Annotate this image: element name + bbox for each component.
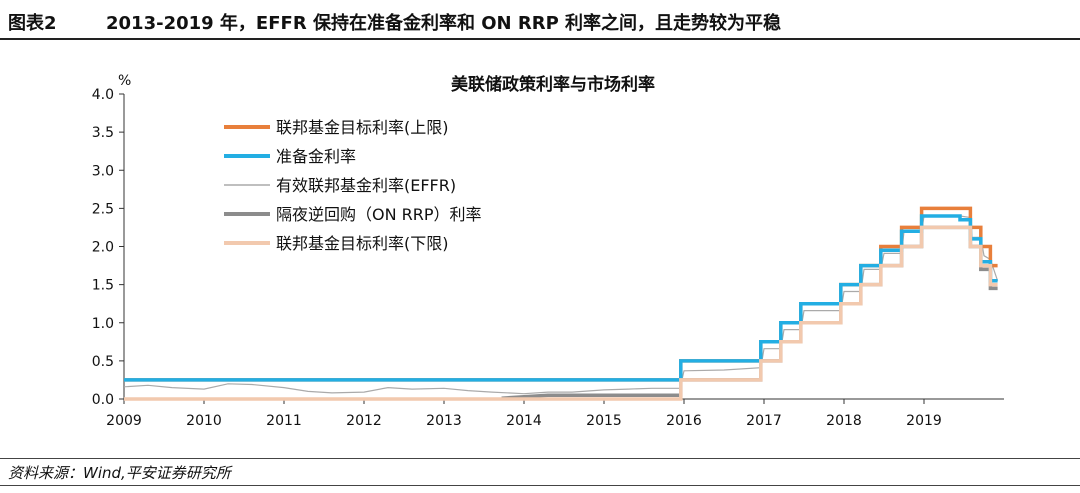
- series-line-0: [124, 206, 998, 382]
- chart-axes: 0.0 0.5 1.0 1.5 2.0 2.5 3.0 3.5 4.0 2009 2010 2011 2…: [92, 87, 1004, 429]
- y-tick-label: 2.5: [92, 201, 114, 217]
- y-tick-label: 0.0: [92, 392, 114, 408]
- x-tick-label: 2009: [106, 413, 142, 429]
- y-axis-unit: %: [118, 73, 131, 89]
- x-tick-label: 2017: [746, 413, 782, 429]
- x-tick-label: 2014: [506, 413, 542, 429]
- chart-panel: 0.0 0.5 1.0 1.5 2.0 2.5 3.0 3.5 4.0 2009 2010 2011 2…: [8, 54, 1072, 452]
- x-tick-label: 2018: [826, 413, 862, 429]
- x-tick-label: 2013: [426, 413, 462, 429]
- y-tick-label: 3.5: [92, 125, 114, 141]
- legend-label-1: 准备金利率: [276, 147, 356, 166]
- legend-label-4: 联邦基金目标利率(下限): [276, 234, 449, 253]
- x-tick-label: 2011: [266, 413, 302, 429]
- y-tick-label: 0.5: [92, 354, 114, 370]
- y-tick-label: 1.5: [92, 278, 114, 294]
- chart-title: 美联储政策利率与市场利率: [451, 74, 655, 95]
- x-tick-label: 2019: [906, 413, 942, 429]
- legend-label-2: 有效联邦基金利率(EFFR): [276, 176, 456, 195]
- header-rule: [0, 38, 1080, 40]
- x-tick-label: 2016: [666, 413, 702, 429]
- y-tick-label: 4.0: [92, 87, 114, 103]
- x-tick-label: 2015: [586, 413, 622, 429]
- x-tick-label: 2012: [346, 413, 382, 429]
- figure-header: 图表2 2013-2019 年，EFFR 保持在准备金利率和 ON RRP 利率…: [0, 0, 1080, 40]
- series-line-3: [501, 225, 998, 400]
- series-line-1: [124, 214, 998, 382]
- series-line-4: [124, 225, 998, 401]
- footer-rule: [0, 458, 1080, 459]
- chart-series: [123, 206, 999, 401]
- y-tick-label: 3.0: [92, 163, 114, 179]
- y-tick-label: 1.0: [92, 316, 114, 332]
- figure-label: 图表2: [8, 13, 57, 34]
- y-tick-label: 2.0: [92, 240, 114, 256]
- x-tick-label: 2010: [186, 413, 222, 429]
- source-note: 资料来源：Wind,平安证券研究所: [8, 464, 231, 482]
- figure-title: 2013-2019 年，EFFR 保持在准备金利率和 ON RRP 利率之间，且…: [106, 13, 782, 34]
- legend-label-3: 隔夜逆回购（ON RRP）利率: [276, 205, 482, 224]
- legend-label-0: 联邦基金目标利率(上限): [276, 118, 449, 137]
- bottom-rule: [0, 485, 1080, 486]
- rates-chart: 0.0 0.5 1.0 1.5 2.0 2.5 3.0 3.5 4.0 2009 2010 2011 2…: [92, 73, 1004, 429]
